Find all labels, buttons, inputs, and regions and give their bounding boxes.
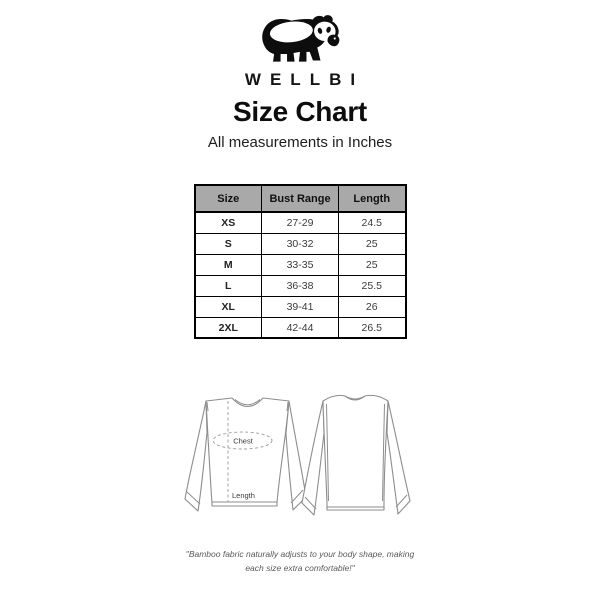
cell-length: 26.5 bbox=[338, 316, 406, 339]
size-row-2xl: 2XL 42-44 26.5 bbox=[194, 316, 406, 339]
chest-label: Chest bbox=[233, 437, 254, 446]
cell-size: M bbox=[194, 253, 262, 276]
cell-length: 25.5 bbox=[338, 274, 406, 297]
cell-length: 26 bbox=[338, 295, 406, 318]
length-label: Length bbox=[232, 491, 255, 500]
cell-size: S bbox=[194, 232, 262, 255]
cell-bust-range: 30-32 bbox=[261, 232, 339, 255]
cell-bust-range: 39-41 bbox=[261, 295, 339, 318]
cell-size: XL bbox=[194, 295, 262, 318]
cell-bust-range: 33-35 bbox=[261, 253, 339, 276]
size-row-l: L 36-38 25.5 bbox=[194, 274, 406, 297]
size-row-xs: XS 27-29 24.5 bbox=[194, 211, 406, 234]
size-table-body: XS 27-29 24.5 S 30-32 25 M 33-35 25 L 36-38 25.5 XL 3… bbox=[194, 211, 406, 339]
size-row-s: S 30-32 25 bbox=[194, 232, 406, 255]
logo-wrap bbox=[0, 0, 600, 67]
front-shirt-diagram: Chest Length bbox=[184, 397, 307, 512]
shirt-diagrams: Chest Length bbox=[0, 391, 600, 521]
cell-bust-range: 27-29 bbox=[261, 211, 339, 234]
cell-bust-range: 36-38 bbox=[261, 274, 339, 297]
column-header-bust-range: Bust Range bbox=[261, 184, 339, 214]
size-row-xl: XL 39-41 26 bbox=[194, 295, 406, 318]
column-header-size: Size bbox=[194, 184, 262, 214]
page-title: Size Chart bbox=[233, 96, 367, 127]
panda-icon bbox=[262, 15, 340, 62]
back-shirt-diagram bbox=[301, 395, 411, 516]
footnote-line-2: each size extra comfortable!" bbox=[245, 562, 355, 573]
cell-size: L bbox=[194, 274, 262, 297]
size-row-m: M 33-35 25 bbox=[194, 253, 406, 276]
column-header-length: Length bbox=[338, 184, 406, 214]
subtitle: All measurements in Inches bbox=[207, 134, 393, 152]
size-table: Size Bust Range Length XS 27-29 24.5 S 30-32 25… bbox=[193, 184, 407, 340]
cell-length: 25 bbox=[338, 253, 406, 276]
footnote: "Bamboo fabric naturally adjusts to your… bbox=[0, 548, 600, 574]
cell-size: 2XL bbox=[194, 316, 262, 339]
cell-size: XS bbox=[194, 211, 262, 234]
footnote-line-1: "Bamboo fabric naturally adjusts to your… bbox=[185, 549, 415, 560]
chest-guide-ellipse bbox=[212, 431, 273, 450]
cell-bust-range: 42-44 bbox=[261, 316, 339, 339]
brand-name: WELLBI bbox=[244, 70, 365, 89]
cell-length: 25 bbox=[338, 232, 406, 255]
cell-length: 24.5 bbox=[338, 211, 406, 234]
size-table-head: Size Bust Range Length bbox=[194, 184, 406, 214]
size-table-header-row: Size Bust Range Length bbox=[194, 184, 406, 214]
